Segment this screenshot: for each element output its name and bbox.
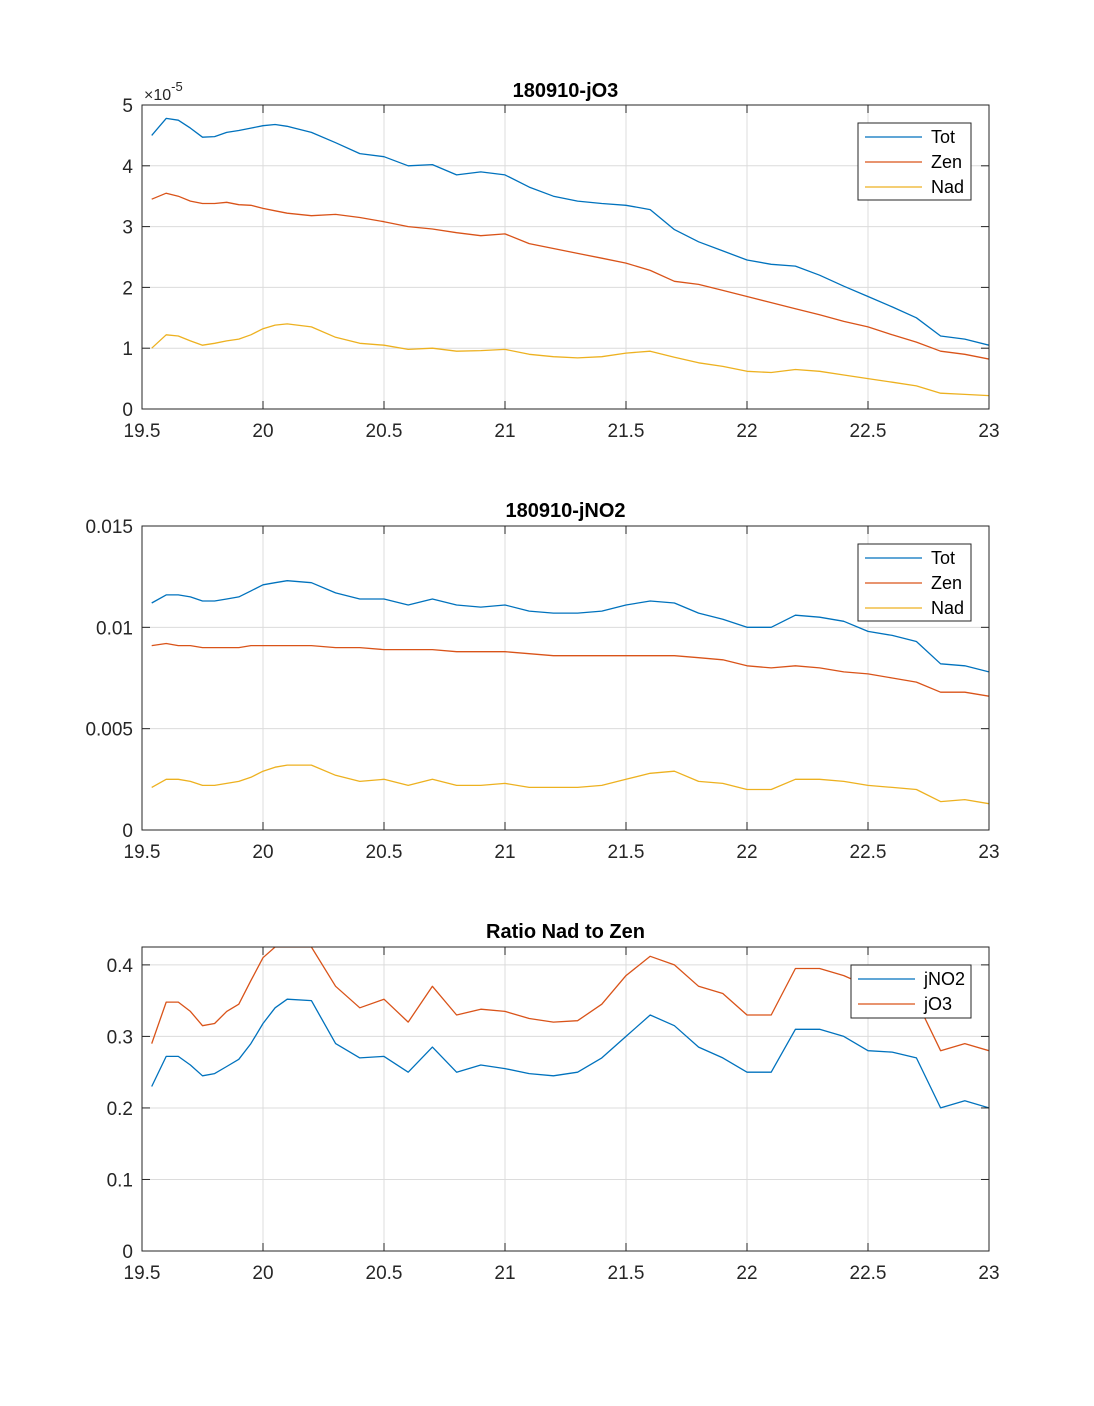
legend-label-nad: Nad [931,598,964,618]
y-tick-labels: 0 0.1 0.2 0.3 0.4 [107,956,134,1263]
y-tick-label: 0.2 [107,1099,133,1120]
tick-marks [141,104,990,410]
y-tick-label: 4 [122,157,133,178]
x-tick-label: 22.5 [850,1263,887,1284]
y-exponent-base: ×10 [144,87,171,104]
y-tick-label: 0.01 [96,618,133,639]
x-tick-label: 21.5 [608,421,645,442]
legend: jNO2 jO3 [850,964,972,1019]
x-tick-label: 20 [252,421,273,442]
series-lines [151,947,989,1109]
y-tick-label: 0.4 [107,956,134,977]
plot-area [141,525,990,831]
x-tick-label: 22.5 [850,842,887,863]
y-tick-label: 0 [122,400,133,421]
x-tick-label: 22 [736,842,757,863]
gridlines [142,947,989,1251]
y-tick-label: 1 [122,339,133,360]
x-tick-label: 21 [494,421,515,442]
x-tick-label: 20.5 [366,842,403,863]
y-tick-label: 0.3 [107,1027,133,1048]
x-tick-label: 19.5 [124,1263,161,1284]
axes-frame [141,104,990,410]
x-tick-label: 21 [494,1263,515,1284]
x-tick-label: 23 [978,842,999,863]
plot-area [141,104,990,410]
axes-frame [141,946,990,1252]
chart-title: 180910-jNO2 [505,500,625,522]
chart-ratio: 19.5 20 20.5 21 21.5 22 22.5 23 0 0.1 0.2 0.3 0.4 R… [107,921,1000,1284]
plot-area [141,946,990,1252]
y-tick-label: 0 [122,1242,133,1263]
series-line-jo3 [151,947,989,1052]
legend-label-tot: Tot [931,127,955,147]
y-tick-label: 0.015 [85,517,133,538]
series-line-zen [151,192,989,360]
legend: Tot Zen Nad [857,122,972,201]
legend: Tot Zen Nad [857,543,972,622]
series-lines [151,117,989,397]
x-tick-labels: 19.5 20 20.5 21 21.5 22 22.5 23 [124,1263,1000,1284]
legend-label-zen: Zen [931,573,962,593]
y-tick-label: 3 [122,218,133,239]
tick-marks [141,947,990,1252]
x-tick-label: 23 [978,421,999,442]
x-tick-label: 22.5 [850,421,887,442]
chart-jno2: 19.5 20 20.5 21 21.5 22 22.5 23 0 0.005 0.01 0.015… [85,500,999,863]
series-line-nad [151,323,989,397]
series-line-jno2 [151,998,989,1109]
series-line-tot [151,580,989,673]
legend-box [850,964,972,1019]
x-tick-label: 20.5 [366,421,403,442]
x-tick-label: 22 [736,1263,757,1284]
y-tick-label: 0 [122,821,133,842]
y-tick-labels: 0 0.005 0.01 0.015 [85,517,133,842]
x-tick-label: 21.5 [608,1263,645,1284]
series-line-nad [151,764,989,805]
legend-label-zen: Zen [931,152,962,172]
series-line-zen [151,642,989,697]
legend-label-tot: Tot [931,548,955,568]
tick-marks [141,525,990,831]
x-tick-label: 20 [252,1263,273,1284]
x-tick-label: 21 [494,842,515,863]
y-tick-label: 0.1 [107,1170,133,1191]
y-tick-label: 2 [122,278,133,299]
axes-frame [141,525,990,831]
y-tick-label: 0.005 [85,720,133,741]
x-tick-label: 20 [252,842,273,863]
legend-label-jo3: jO3 [923,994,952,1014]
legend-label-jno2: jNO2 [923,969,965,989]
x-tick-label: 19.5 [124,842,161,863]
series-lines [151,580,989,805]
x-tick-labels: 19.5 20 20.5 21 21.5 22 22.5 23 [124,842,1000,863]
x-tick-label: 22 [736,421,757,442]
chart-title: Ratio Nad to Zen [486,921,645,943]
legend-label-nad: Nad [931,177,964,197]
chart-title: 180910-jO3 [513,80,619,102]
series-line-tot [151,117,989,346]
x-tick-label: 21.5 [608,842,645,863]
y-tick-label: 5 [122,96,133,117]
x-tick-labels: 19.5 20 20.5 21 21.5 22 22.5 23 [124,421,1000,442]
x-tick-label: 19.5 [124,421,161,442]
y-tick-labels: 0 1 2 3 4 5 [122,96,133,421]
y-exponent-label: ×10-5 [144,79,183,104]
x-tick-label: 23 [978,1263,999,1284]
x-tick-label: 20.5 [366,1263,403,1284]
y-exponent-power: -5 [171,79,183,94]
